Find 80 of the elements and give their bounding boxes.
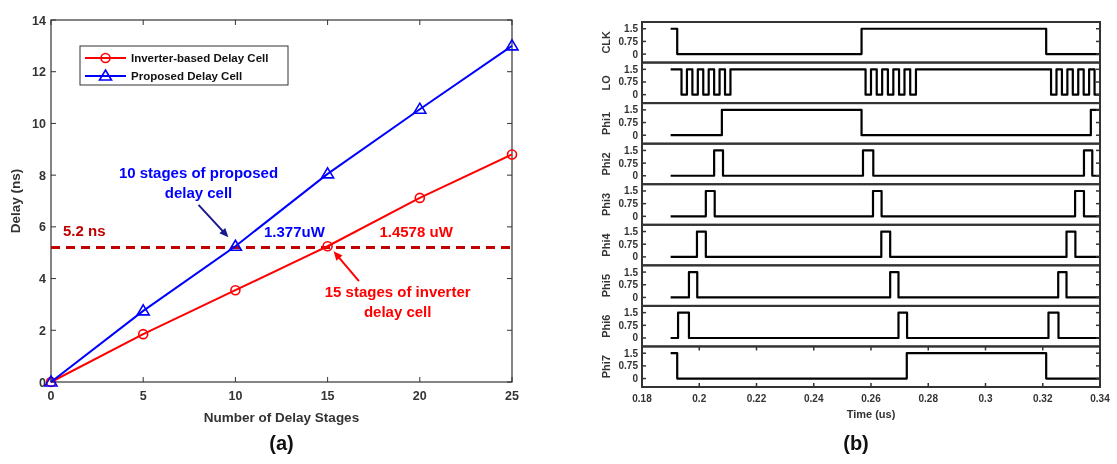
x-tick-label: 0.26 [861,393,882,404]
ref-line-label: 5.2 ns [63,221,106,239]
y-tick-label: 4 [39,272,47,287]
point [320,167,335,179]
y-tick-label: 0.75 [618,360,639,372]
y-tick-label: 6 [39,220,47,235]
point [230,284,241,296]
y-tick-label: 1.5 [624,63,639,75]
y-tick-label: 1.5 [624,266,639,278]
x-tick-label: 0.3 [978,393,993,404]
y-tick-label: 14 [32,13,47,28]
legend-label: Inverter-based Delay Cell [131,52,269,64]
y-tick-label: 1.5 [624,185,639,197]
y-tick-label: 0.75 [618,117,639,129]
y-tick-label: 0.75 [618,76,639,88]
x-tick-label: 0.22 [746,393,767,404]
y-tick-label: 0 [632,89,639,101]
y-tick-label: 0.75 [618,279,639,291]
y-tick-label: 0.75 [618,319,639,331]
point [136,304,150,316]
y-tick-label: 0.75 [618,198,639,210]
y-tick-label: 0 [632,373,639,385]
y-axis-title: Phi3 [600,192,612,217]
y-axis-title: Phi7 [600,355,612,379]
y-axis-title: Phi4 [600,232,612,257]
y-tick-label: 2 [39,323,47,338]
annotation: 1.377uW [263,223,326,241]
x-tick-label: 10 [228,389,243,403]
y-tick-label: 1.5 [624,307,639,319]
point [505,39,519,51]
y-tick-label: 1.5 [624,347,639,359]
y-axis-title: Phi5 [600,273,612,298]
x-tick-label: 0.32 [1033,393,1053,404]
y-tick-label: 8 [39,168,47,183]
x-tick-label: 20 [412,389,427,403]
text: (b) [843,432,869,454]
y-tick-label: 0.75 [618,35,639,47]
y-tick-label: 0 [632,210,639,222]
annotation: 10 stages of proposed delay cell [118,163,279,201]
y-tick-label: 0.75 [618,157,639,169]
annotation: 15 stages of inverter delay cell [324,282,471,320]
y-tick-label: 0 [632,170,639,182]
x-tick-label: 0.28 [918,393,939,404]
x-tick-label: 0.2 [692,393,707,404]
x-tick-label: 0.34 [1090,393,1111,404]
point [137,328,149,340]
y-tick-label: 0 [632,332,639,344]
y-tick-label: 0 [632,48,639,60]
y-tick-label: 0 [632,129,639,141]
y-tick-label: 10 [32,116,47,131]
y-tick-label: 1.5 [624,226,639,238]
x-axis-title: Time (us) [846,408,896,420]
point [413,102,427,115]
y-tick-label: 0 [632,251,639,263]
x-tick-label: 5 [139,389,147,403]
point [322,240,333,252]
y-tick-label: 1.5 [624,144,639,156]
point [506,149,518,160]
x-tick-label: 25 [505,389,519,403]
x-tick-label: 0.18 [632,393,653,404]
y-tick-label: 1.5 [624,23,639,35]
x-axis-title: Number of Delay Stages [203,410,360,425]
y-axis-title: LO [600,74,612,91]
text: (a) [269,432,294,454]
y-tick-label: 1.5 [624,104,639,116]
y-axis-title: Phi6 [600,314,612,338]
y-axis-title: CLK [600,30,612,54]
y-tick-label: 0 [39,375,47,390]
y-tick-label: 12 [32,65,47,80]
y-tick-label: 0 [632,291,639,303]
y-axis-title: Delay (ns) [8,168,23,234]
y-axis-title: Phi2 [600,152,612,176]
annotation: 1.4578 uW [379,223,454,241]
legend-label: Proposed Delay Cell [131,70,243,82]
x-tick-label: 15 [320,389,335,403]
point [228,239,243,252]
y-tick-label: 0.75 [618,238,639,250]
x-tick-label: 0.24 [804,393,824,404]
y-axis-title: Phi1 [600,111,612,136]
point [414,192,426,204]
